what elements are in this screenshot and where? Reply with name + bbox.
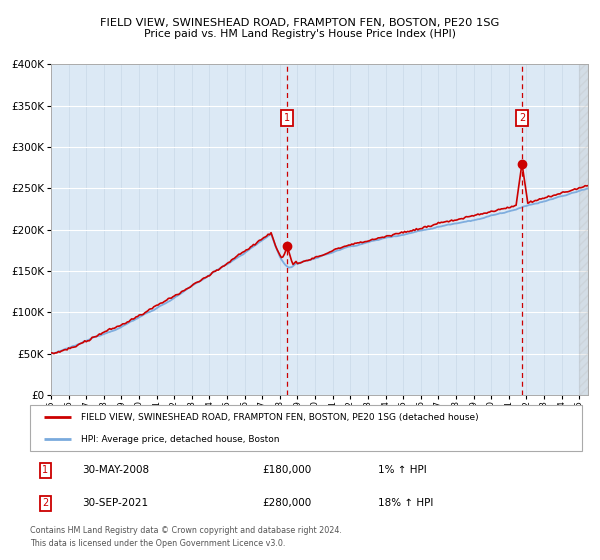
Text: HPI: Average price, detached house, Boston: HPI: Average price, detached house, Bost…	[81, 435, 279, 444]
Text: 1: 1	[43, 465, 49, 475]
Text: Price paid vs. HM Land Registry's House Price Index (HPI): Price paid vs. HM Land Registry's House …	[144, 29, 456, 39]
Bar	[579, 64, 588, 395]
FancyBboxPatch shape	[30, 405, 582, 451]
Text: Contains HM Land Registry data © Crown copyright and database right 2024.
This d: Contains HM Land Registry data © Crown c…	[30, 526, 342, 548]
Text: 30-SEP-2021: 30-SEP-2021	[82, 498, 149, 508]
Text: 1: 1	[284, 113, 290, 123]
Text: 2: 2	[519, 113, 525, 123]
Text: 30-MAY-2008: 30-MAY-2008	[82, 465, 149, 475]
Text: 2: 2	[43, 498, 49, 508]
Text: £180,000: £180,000	[262, 465, 311, 475]
Text: £280,000: £280,000	[262, 498, 311, 508]
Text: 1% ↑ HPI: 1% ↑ HPI	[378, 465, 427, 475]
Text: 18% ↑ HPI: 18% ↑ HPI	[378, 498, 433, 508]
Text: FIELD VIEW, SWINESHEAD ROAD, FRAMPTON FEN, BOSTON, PE20 1SG (detached house): FIELD VIEW, SWINESHEAD ROAD, FRAMPTON FE…	[81, 413, 478, 422]
Text: FIELD VIEW, SWINESHEAD ROAD, FRAMPTON FEN, BOSTON, PE20 1SG: FIELD VIEW, SWINESHEAD ROAD, FRAMPTON FE…	[100, 18, 500, 28]
